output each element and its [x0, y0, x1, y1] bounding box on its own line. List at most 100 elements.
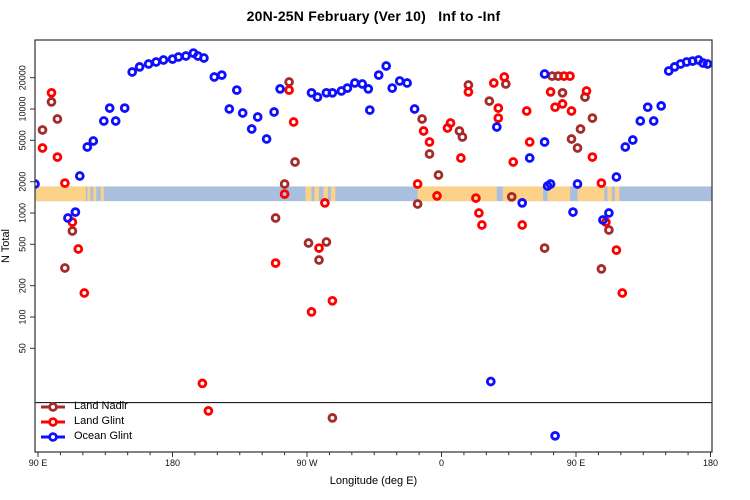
- x-tick-label: 90 E: [567, 458, 586, 468]
- ocean-glint-point: [568, 207, 578, 217]
- land-glint-point: [545, 87, 556, 97]
- y-tick-label: 5000: [18, 130, 28, 150]
- land-nadir-point: [37, 125, 48, 135]
- ocean-glint-point: [357, 79, 368, 89]
- x-axis-title: Longitude (deg E): [329, 475, 418, 487]
- land-glint-point: [587, 152, 598, 162]
- ocean-glint-point: [598, 215, 608, 225]
- ocean-glint-point: [237, 108, 248, 118]
- land-glint-point: [566, 106, 577, 116]
- land-nadir-point: [327, 413, 338, 423]
- ocean-glint-point: [143, 59, 154, 69]
- y-tick-label: 10000: [18, 96, 28, 121]
- ocean-glint-point: [224, 104, 235, 114]
- land-glint-point: [197, 378, 208, 389]
- land-nadir-point: [412, 199, 423, 209]
- land-glint-point: [73, 244, 84, 254]
- land-glint-point: [314, 243, 324, 253]
- land-glint-point: [60, 178, 70, 188]
- plot-border: [34, 39, 713, 453]
- land-nadir-point: [284, 77, 294, 87]
- land-glint-point: [320, 198, 330, 208]
- map-strip-land-segment: [607, 186, 612, 202]
- land-nadir-point: [67, 226, 78, 236]
- ocean-glint-point: [648, 116, 659, 126]
- land-glint-point: [52, 152, 63, 162]
- land-nadir-point: [303, 238, 314, 248]
- y-tick-label: 50: [18, 343, 28, 353]
- land-glint-point: [521, 106, 532, 116]
- land-glint-point: [432, 191, 442, 201]
- land-nadir-point: [270, 213, 281, 223]
- land-glint-point: [456, 153, 466, 163]
- map-strip-land-segment: [314, 186, 319, 202]
- land-glint-point: [279, 189, 290, 199]
- land-glint-point: [418, 126, 429, 136]
- ocean-glint-point: [611, 172, 622, 182]
- land-glint-point: [611, 245, 622, 255]
- ocean-glint-point: [387, 83, 398, 93]
- ocean-glint-point: [110, 116, 121, 126]
- map-strip-land-segment: [577, 186, 605, 202]
- land-glint-point: [327, 295, 338, 306]
- ocean-glint-point: [134, 62, 145, 72]
- legend-label: Land Nadir: [74, 400, 128, 412]
- ocean-glint-point: [98, 116, 109, 126]
- plot-area: [35, 48, 712, 441]
- y-tick-label: 1000: [18, 203, 28, 223]
- land-glint-point: [550, 102, 560, 113]
- land-nadir-point: [424, 149, 435, 159]
- y-tick-label: 2000: [18, 172, 28, 192]
- land-nadir-point: [557, 87, 568, 98]
- land-nadir-point: [321, 237, 332, 247]
- x-tick-label: 180: [165, 458, 180, 468]
- ocean-glint-point: [151, 57, 161, 67]
- ocean-glint-point: [627, 135, 638, 145]
- ocean-glint-point: [373, 70, 384, 80]
- land-glint-point: [596, 178, 607, 188]
- ocean-glint-point: [656, 101, 667, 111]
- ocean-glint-point: [104, 103, 115, 113]
- ocean-glint-point: [539, 69, 550, 79]
- ocean-glint-point: [539, 137, 550, 147]
- map-strip-land-segment: [93, 186, 97, 202]
- ocean-glint-point: [550, 430, 560, 441]
- map-strip-land-segment: [547, 186, 571, 202]
- land-nadir-point: [587, 113, 598, 123]
- ocean-glint-point: [306, 87, 317, 98]
- land-glint-point: [508, 157, 519, 167]
- land-glint-marker-icon: [41, 416, 65, 427]
- land-glint-point: [499, 72, 510, 82]
- ocean-glint-point: [545, 179, 556, 189]
- land-glint-point: [565, 71, 575, 81]
- land-glint-point: [284, 85, 294, 95]
- ocean-glint-point: [127, 67, 138, 77]
- land-nadir-point: [596, 264, 607, 274]
- land-glint-point: [581, 86, 592, 96]
- x-tick-label: 180: [703, 458, 718, 468]
- ocean-glint-point: [524, 153, 535, 163]
- land-nadir-point: [314, 255, 324, 265]
- ocean-glint-point: [402, 78, 412, 88]
- ocean-glint-point: [261, 134, 272, 144]
- legend-label: Land Glint: [74, 415, 125, 427]
- plot-title: 20N-25N February (Ver 10) Inf to -Inf: [246, 8, 501, 24]
- y-tick-label: 500: [18, 237, 28, 252]
- legend: Land Nadir Land Glint Ocean Glint: [40, 399, 132, 444]
- ocean-glint-point: [635, 116, 646, 126]
- land-nadir-point: [457, 132, 468, 142]
- ocean-glint-point: [642, 102, 653, 113]
- ocean-glint-point: [158, 55, 169, 65]
- land-nadir-point: [572, 143, 583, 153]
- legend-item-ocean-glint: Ocean Glint: [40, 429, 132, 444]
- ocean-glint-point: [173, 52, 184, 62]
- land-nadir-point: [539, 243, 550, 253]
- y-tick-label: 100: [18, 309, 28, 324]
- ocean-glint-point: [364, 105, 375, 115]
- map-strip-land-segment: [100, 186, 104, 202]
- map-strip-land-segment: [35, 186, 86, 202]
- land-glint-point: [477, 220, 487, 230]
- ocean-glint-point: [252, 112, 263, 122]
- ocean-glint-point: [363, 84, 374, 94]
